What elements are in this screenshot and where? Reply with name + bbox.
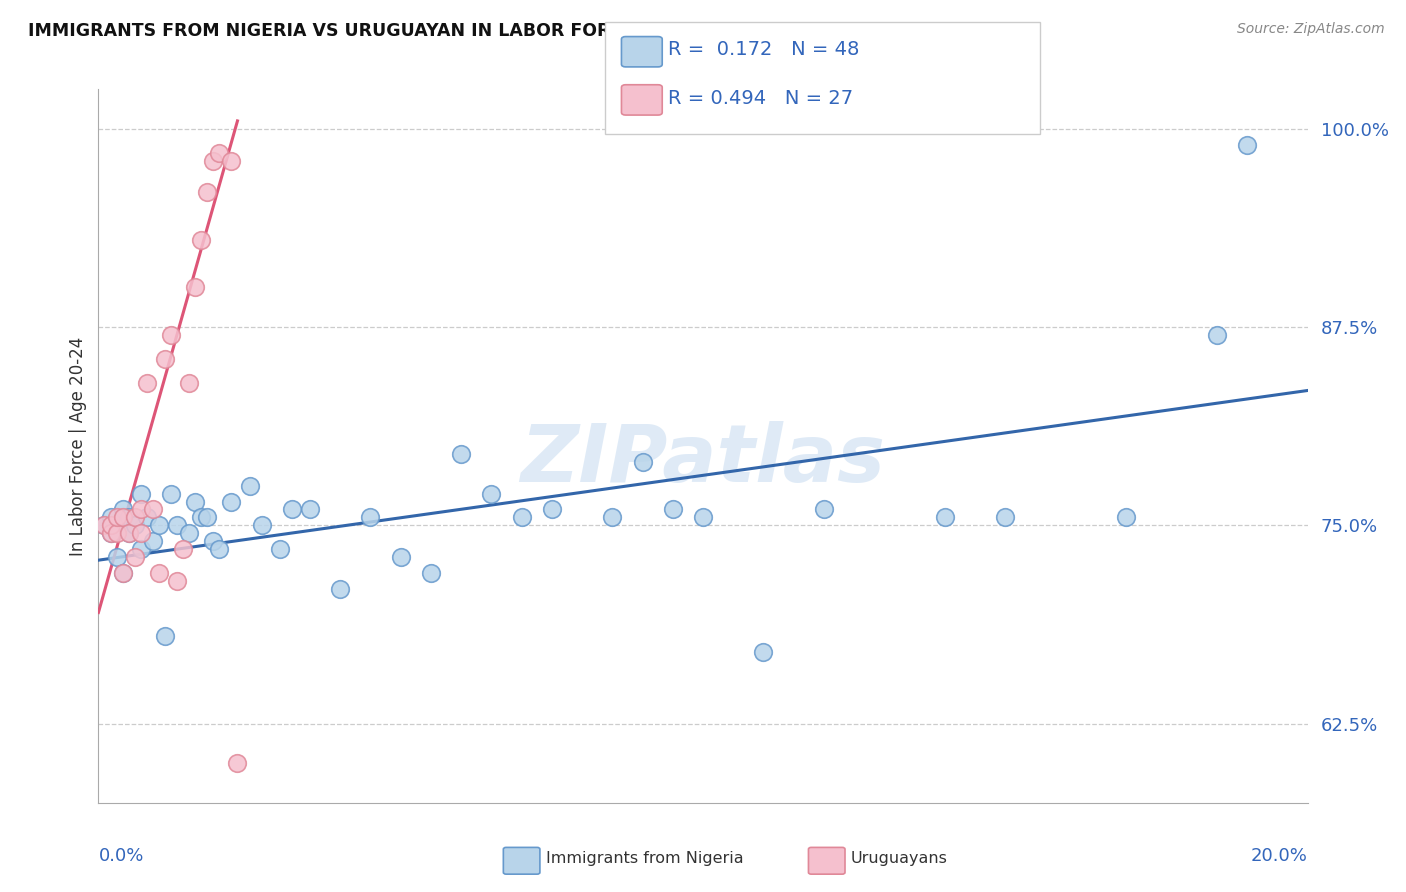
Point [148,566,170,580]
Text: Source: ZipAtlas.com: Source: ZipAtlas.com [1237,22,1385,37]
Text: Uruguayans: Uruguayans [851,851,948,865]
Point [100,526,122,541]
Point [752,645,775,659]
Point [166,518,188,533]
Point [190,510,212,524]
Point [692,510,714,524]
Point [100,526,122,541]
Text: 0.0%: 0.0% [98,847,143,865]
Point [118,526,141,541]
Point [135,376,157,390]
Point [172,542,194,557]
Point [281,502,304,516]
Point [1206,328,1229,343]
Point [208,145,231,160]
Point [142,534,165,549]
Point [184,494,207,508]
Point [153,351,176,366]
Text: IMMIGRANTS FROM NIGERIA VS URUGUAYAN IN LABOR FORCE | AGE 20-24 CORRELATION CHAR: IMMIGRANTS FROM NIGERIA VS URUGUAYAN IN … [28,22,970,40]
Point [202,153,225,168]
Point [510,510,533,524]
Point [124,510,146,524]
Point [631,455,654,469]
Point [100,510,122,524]
Text: 20.0%: 20.0% [1251,847,1308,865]
Point [208,542,231,557]
Point [250,518,273,533]
Text: R =  0.172   N = 48: R = 0.172 N = 48 [668,40,859,60]
Point [118,510,141,524]
Point [148,518,170,533]
Point [481,486,503,500]
Point [813,502,835,516]
Point [124,518,146,533]
Point [177,526,201,541]
Point [160,486,183,500]
Text: ZIPatlas: ZIPatlas [520,421,886,500]
Point [177,376,201,390]
Point [105,549,128,564]
Point [1236,137,1258,152]
Point [195,186,218,200]
Point [153,629,176,643]
Point [389,549,412,564]
Point [450,447,472,461]
Point [1115,510,1137,524]
Point [129,502,152,516]
Point [184,280,207,294]
Point [934,510,956,524]
Point [190,233,212,247]
Point [602,510,624,524]
Point [329,582,352,596]
Point [105,510,128,524]
Point [129,486,152,500]
Point [93,518,115,533]
Point [142,502,165,516]
Point [129,542,152,557]
Point [221,494,243,508]
Point [160,328,183,343]
Point [226,756,249,771]
Point [105,526,128,541]
Point [166,574,188,588]
Y-axis label: In Labor Force | Age 20-24: In Labor Force | Age 20-24 [69,336,87,556]
Point [129,526,152,541]
Point [111,566,134,580]
Point [118,526,141,541]
Point [221,153,243,168]
Point [994,510,1017,524]
Point [269,542,291,557]
Point [360,510,382,524]
Point [111,566,134,580]
Point [239,478,262,492]
Point [540,502,562,516]
Point [299,502,322,516]
Point [661,502,683,516]
Point [124,549,146,564]
Point [100,518,122,533]
Text: R = 0.494   N = 27: R = 0.494 N = 27 [668,88,853,108]
Point [135,510,157,524]
Point [202,534,225,549]
Point [93,518,115,533]
Point [111,510,134,524]
Point [419,566,441,580]
Point [195,510,218,524]
Text: Immigrants from Nigeria: Immigrants from Nigeria [546,851,744,865]
Point [111,502,134,516]
